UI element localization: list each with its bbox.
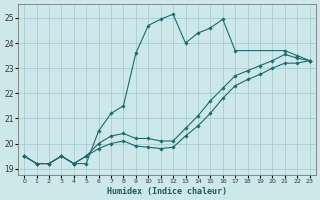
X-axis label: Humidex (Indice chaleur): Humidex (Indice chaleur) xyxy=(107,187,227,196)
